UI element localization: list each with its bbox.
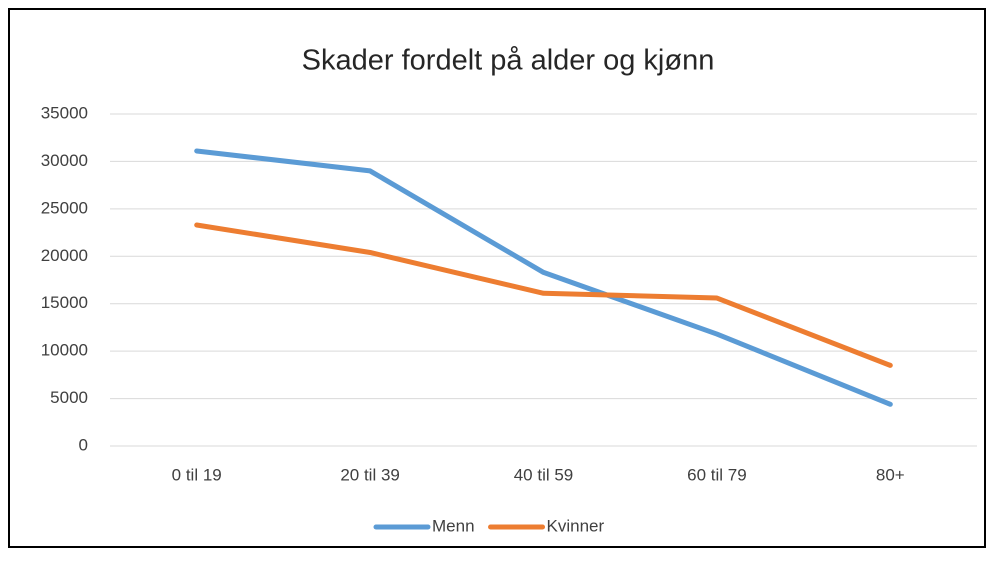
chart-title: Skader fordelt på alder og kjønn xyxy=(302,45,715,77)
y-tick-label: 0 xyxy=(79,435,88,454)
legend-label: Kvinner xyxy=(547,516,605,535)
chart-border xyxy=(8,8,986,548)
line-series xyxy=(194,148,893,407)
x-tick-label: 60 til 79 xyxy=(687,465,747,484)
y-tick-label: 10000 xyxy=(41,341,88,360)
y-tick-label: 25000 xyxy=(41,198,88,217)
x-tick-label: 0 til 19 xyxy=(172,465,222,484)
x-tick-label: 20 til 39 xyxy=(340,465,400,484)
x-tick-label: 80+ xyxy=(876,465,905,484)
y-tick-label: 30000 xyxy=(41,151,88,170)
y-tick-label: 15000 xyxy=(41,293,88,312)
y-tick-label: 5000 xyxy=(50,388,88,407)
line-series xyxy=(194,222,893,368)
y-tick-label: 20000 xyxy=(41,246,88,265)
x-tick-label: 40 til 59 xyxy=(514,465,574,484)
y-tick-label: 35000 xyxy=(41,103,88,122)
legend-label: Menn xyxy=(432,516,475,535)
